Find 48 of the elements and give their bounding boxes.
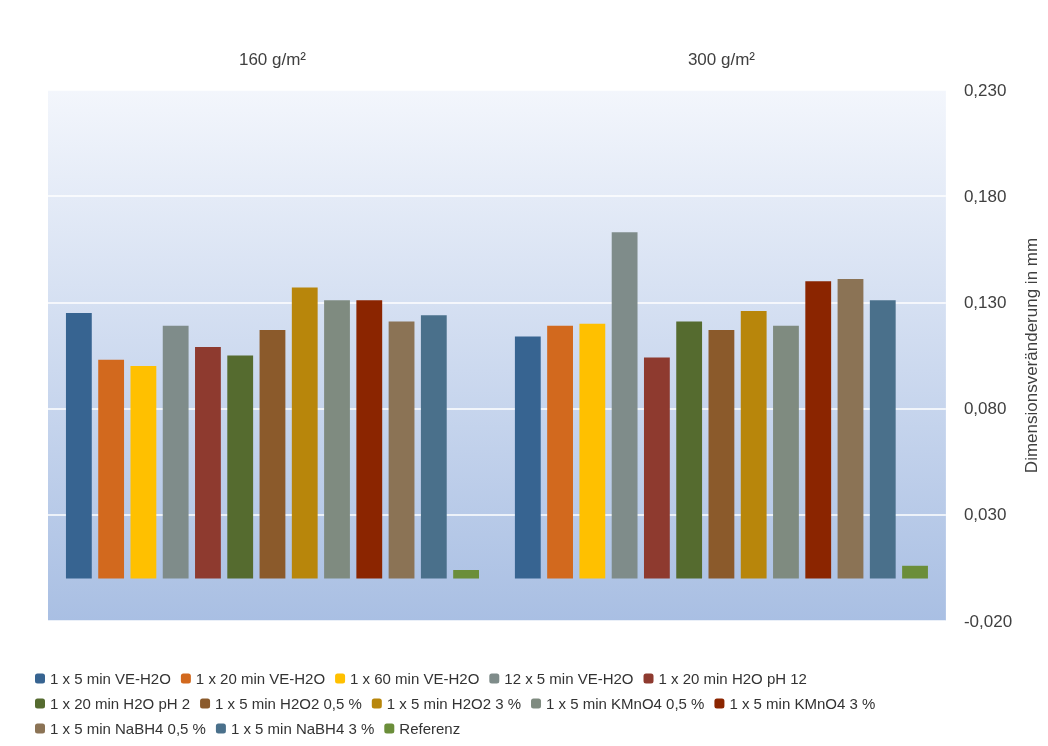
- legend-label: 1 x 5 min KMnO4 3 %: [729, 695, 876, 712]
- y-tick-label: 0,080: [963, 399, 1007, 419]
- y-tick-label: 0,130: [963, 292, 1007, 312]
- y-tick-label: 0,030: [963, 505, 1007, 525]
- legend-label: 1 x 20 min H2O pH 12: [658, 670, 807, 687]
- legend-label: 1 x 60 min VE-H2O: [350, 670, 480, 687]
- bar: [902, 565, 928, 579]
- y-tick-label: 0,180: [963, 186, 1007, 206]
- legend-label: 1 x 5 min NaBH4 3 %: [230, 720, 375, 737]
- legend-label: 1 x 5 min H2O2 0,5 %: [215, 695, 362, 712]
- legend-label: 1 x 20 min VE-H2O: [195, 670, 326, 687]
- bar: [291, 287, 318, 579]
- bar: [162, 325, 189, 579]
- bar: [643, 357, 670, 579]
- bar: [130, 366, 157, 579]
- x-tick-label: 160 g/m²: [238, 50, 307, 69]
- legend-label: 1 x 5 min KMnO4 0,5 %: [546, 695, 705, 712]
- bar: [676, 321, 703, 579]
- x-tick-label: 300 g/m²: [687, 50, 756, 69]
- legend-label: 1 x 5 min H2O2 3 %: [386, 695, 522, 712]
- bar: [324, 300, 350, 579]
- bar: [773, 325, 799, 579]
- legend-label: Referenz: [399, 720, 461, 737]
- bar: [98, 359, 125, 579]
- bar: [837, 279, 864, 579]
- bar: [611, 232, 638, 579]
- legend-label: 1 x 5 min VE-H2O: [50, 670, 171, 687]
- bar: [805, 281, 832, 579]
- y-tick-label: 0,230: [963, 80, 1007, 100]
- y-axis-title: Dimensionsveränderung in mm: [1022, 237, 1041, 474]
- legend-label: 1 x 20 min H2O pH 2: [50, 695, 191, 712]
- bar: [579, 323, 606, 579]
- bar: [453, 570, 479, 579]
- bar: [547, 325, 573, 579]
- bar: [65, 313, 92, 579]
- bar: [259, 330, 286, 579]
- legend-label: 12 x 5 min VE-H2O: [504, 670, 634, 687]
- bar: [869, 300, 896, 579]
- bar: [514, 336, 541, 579]
- bar: [195, 347, 221, 579]
- y-tick-label: -0,020: [963, 611, 1013, 631]
- bar: [388, 321, 415, 579]
- bar: [356, 300, 383, 579]
- legend-label: 1 x 5 min NaBH4 0,5 %: [50, 720, 206, 737]
- bar: [227, 355, 254, 579]
- bar: [740, 310, 767, 579]
- bar: [420, 315, 447, 579]
- bar: [708, 330, 735, 579]
